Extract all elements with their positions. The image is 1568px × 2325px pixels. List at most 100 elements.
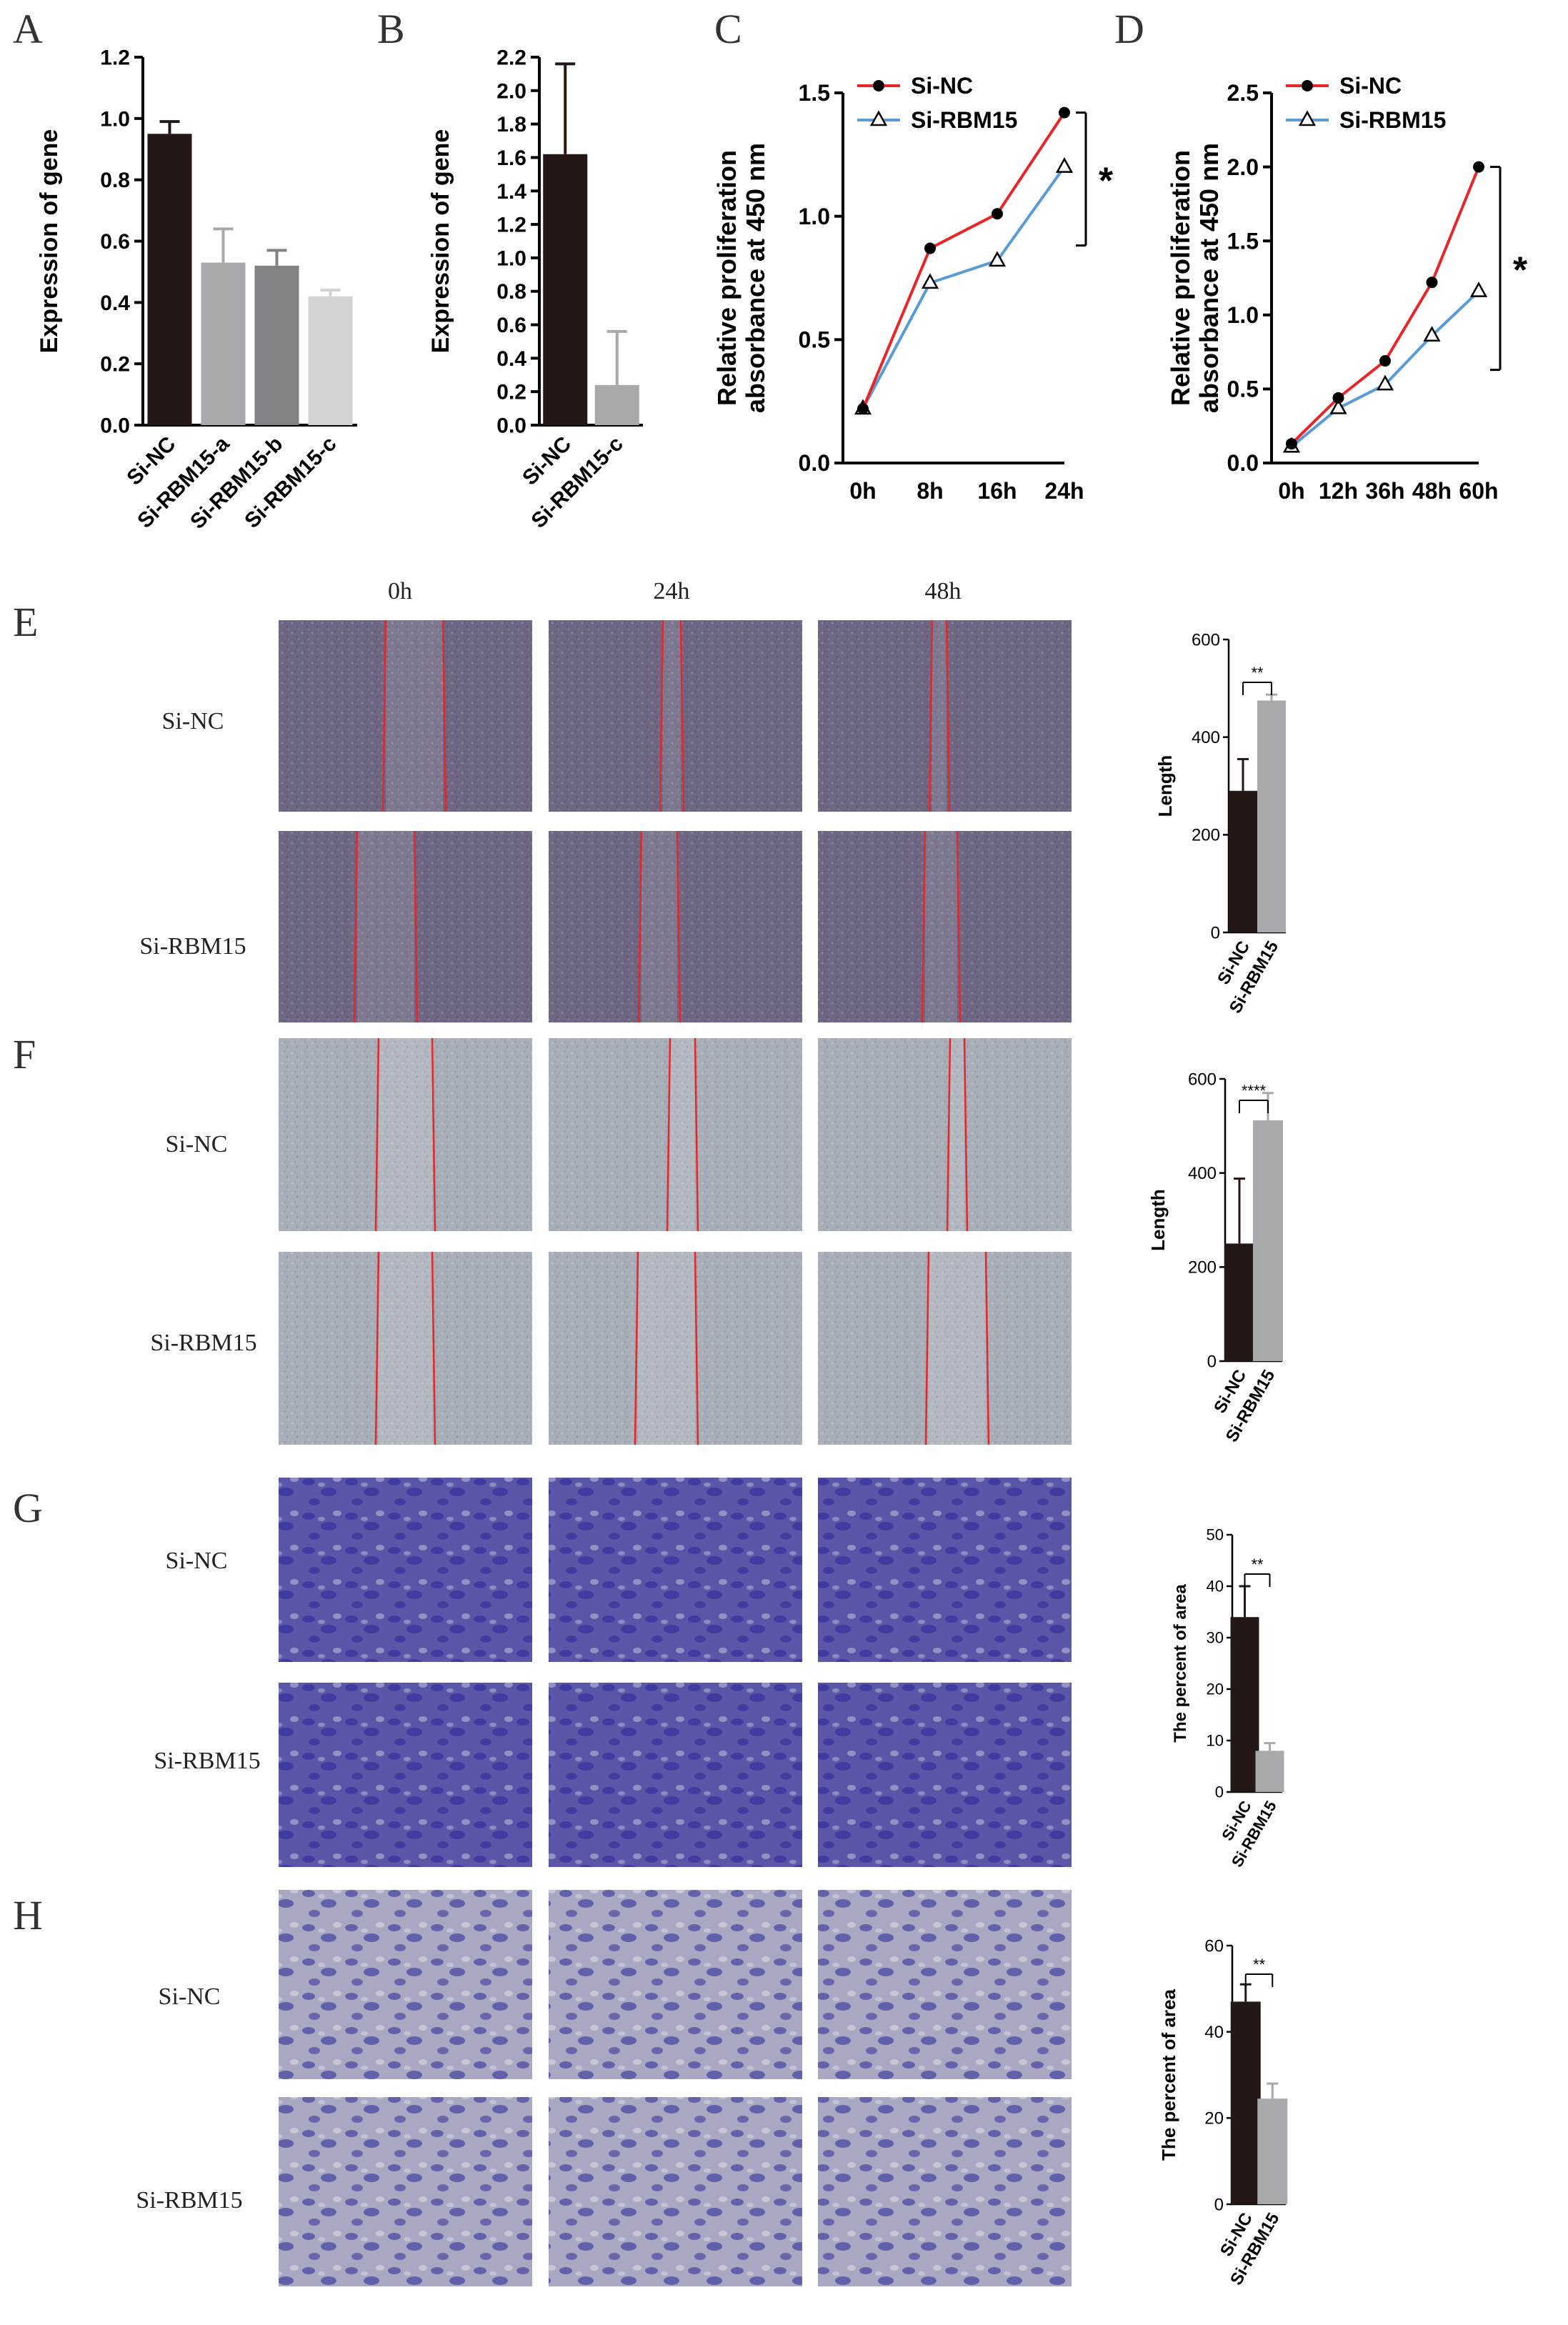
y-tick-label: 60 <box>1204 1936 1224 1956</box>
y-tick-label: 0 <box>1215 1783 1224 1801</box>
legend-marker <box>1298 110 1317 126</box>
micrograph-e-si-rbm15-24h <box>549 830 802 1023</box>
micrograph-f-si-nc-24h <box>549 1037 802 1232</box>
y-tick-label: 2.0 <box>1227 154 1259 180</box>
panel-letter-d: D <box>1114 6 1144 52</box>
wound-edge-line <box>413 830 419 1023</box>
wound-edge-line <box>374 1251 380 1445</box>
scratch-gap <box>932 620 947 812</box>
wound-edge-line <box>431 1037 436 1232</box>
micrograph-texture <box>549 1478 802 1662</box>
panel-letter-e: E <box>13 599 38 645</box>
wound-edge-line <box>921 830 927 1023</box>
scratch-gap <box>357 831 414 1022</box>
y-tick-label: 20 <box>1207 1681 1224 1698</box>
scratch-gap <box>379 1252 432 1445</box>
y-tick-label: 0.0 <box>100 414 130 438</box>
wound-edge-line <box>676 830 681 1023</box>
y-axis-label: Relative proliferation <box>712 150 741 406</box>
micrograph-texture <box>279 1890 532 2079</box>
wound-edge-line <box>694 1037 699 1232</box>
data-point-si-nc <box>1286 438 1297 450</box>
micrograph-f-si-nc-0h <box>279 1037 532 1232</box>
y-tick-label: 1.8 <box>496 113 526 136</box>
y-tick-label: 0.0 <box>799 450 830 476</box>
micrograph-texture <box>279 1683 532 1867</box>
y-tick-label: 1.2 <box>496 214 526 237</box>
micrograph-texture <box>818 831 1072 1022</box>
panel-letter-h: H <box>13 1892 43 1938</box>
bar-si-rbm15 <box>1257 2099 1288 2204</box>
y-tick-label: 1.0 <box>1227 302 1259 328</box>
y-tick-label: 40 <box>1204 2023 1224 2042</box>
y-tick-label: 600 <box>1188 1070 1217 1089</box>
wound-edge-line <box>353 830 359 1023</box>
bar-si-rbm15-a <box>201 262 246 425</box>
micrograph-grid <box>279 619 1072 2286</box>
x-tick-label: 12h <box>1319 478 1358 504</box>
y-axis-label: Length <box>1154 755 1176 817</box>
micrograph-g-si-nc-48h <box>818 1478 1072 1662</box>
significance-label: ** <box>1251 664 1264 682</box>
micrograph-f-si-rbm15-24h <box>549 1251 802 1445</box>
micrograph-g-si-nc-0h <box>279 1478 532 1662</box>
column-header-48h: 48h <box>925 578 962 604</box>
data-point-si-nc <box>1332 392 1344 404</box>
series-line-si-rbm15 <box>862 166 1066 409</box>
chart-b: 0.0 0.2 0.4 0.6 0.8 1.0 1.2 1.4 1.6 1.8 2.0 2.2 Expr… <box>427 46 643 533</box>
y-axis-label: absorbance at 450 nm <box>1194 143 1224 413</box>
micrograph-texture <box>549 1890 802 2079</box>
x-tick-label: 48h <box>1412 478 1452 504</box>
scratch-gap <box>950 1038 964 1231</box>
y-tick-label: 1.0 <box>496 247 526 270</box>
micrograph-h-si-rbm15-24h <box>549 2097 802 2286</box>
bar-si-rbm15 <box>1255 1751 1284 1792</box>
bar-si-rbm15-c <box>308 296 353 425</box>
micrograph-e-si-rbm15-48h <box>818 830 1072 1023</box>
data-point-si-nc <box>1379 355 1391 367</box>
micrograph-texture <box>818 1252 1072 1445</box>
series-line-si-rbm15 <box>1290 290 1480 448</box>
panel-letter-c: C <box>714 6 742 52</box>
bar-si-rbm15 <box>1253 1120 1283 1361</box>
x-tick-label: 8h <box>917 478 943 504</box>
x-tick-label: 60h <box>1459 478 1498 504</box>
wound-edge-line <box>637 830 643 1023</box>
micrograph-f-si-rbm15-0h <box>279 1251 532 1445</box>
micrograph-h-si-nc-48h <box>818 1890 1072 2079</box>
scratch-gap <box>641 831 677 1022</box>
row-label-e-si-rbm15: Si-RBM15 <box>139 933 246 960</box>
legend-marker <box>873 80 884 91</box>
significance-label: * <box>1513 250 1528 292</box>
wound-edge-line <box>441 619 447 812</box>
micrograph-h-si-nc-0h <box>279 1890 532 2079</box>
micrograph-texture <box>279 620 532 812</box>
bar-si-nc <box>147 134 192 425</box>
scratch-gap <box>638 1252 695 1445</box>
y-tick-label: 1.0 <box>799 204 830 229</box>
y-tick-label: 20 <box>1204 2109 1224 2129</box>
x-tick-label: 0h <box>1278 478 1304 504</box>
legend-marker <box>869 110 888 126</box>
data-point-si-rbm15 <box>1469 282 1488 297</box>
bar-si-rbm15 <box>1257 700 1286 932</box>
wound-edge-line <box>984 1251 990 1445</box>
y-axis-label: Expression of gene <box>36 129 63 354</box>
data-point-si-nc <box>992 208 1003 220</box>
wound-edge-line <box>666 1037 671 1232</box>
micrograph-texture <box>818 1478 1072 1662</box>
wound-edge-line <box>963 1037 969 1232</box>
y-tick-label: 0.4 <box>100 292 130 315</box>
scratch-gap <box>670 1038 695 1231</box>
data-point-si-rbm15 <box>1329 398 1347 414</box>
y-tick-label: 2.5 <box>1227 80 1259 106</box>
data-point-si-nc <box>1426 277 1438 289</box>
wound-edge-line <box>928 619 934 812</box>
wound-edge-line <box>374 1037 380 1232</box>
micrograph-g-si-rbm15-0h <box>279 1683 532 1867</box>
wound-edge-line <box>694 1251 699 1445</box>
wound-edge-line <box>924 1251 930 1445</box>
